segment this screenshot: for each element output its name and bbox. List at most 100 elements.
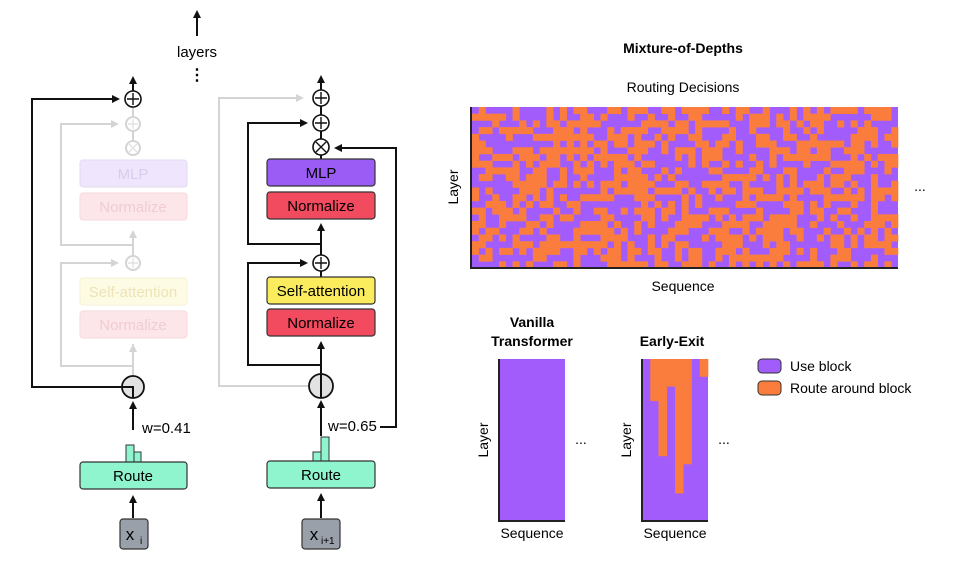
heatmap-cell-route <box>607 107 615 115</box>
heatmap-cell-route <box>607 261 615 269</box>
heatmap-cell-route <box>803 140 811 148</box>
heatmap-cell-route <box>891 234 899 242</box>
heatmap-cell-route <box>796 140 804 148</box>
heatmap-cell-route <box>722 221 730 229</box>
faded-self-attention-box <box>79 277 188 306</box>
heatmap-cell-route <box>688 153 696 161</box>
heatmap-cell-route <box>742 180 750 188</box>
heatmap-cell-route <box>810 221 818 229</box>
heatmap-cell-route <box>816 147 824 155</box>
heatmap-cell-route <box>546 160 554 168</box>
heatmap-cell-route <box>478 254 486 262</box>
heatmap-cell-route <box>803 107 811 115</box>
heatmap-cell-route <box>769 234 777 242</box>
heatmap-cell-route <box>756 254 764 262</box>
heatmap-cell-route <box>715 140 723 148</box>
heatmap-cell-route <box>891 160 899 168</box>
heatmap-cell-route <box>837 207 845 215</box>
heatmap-cell-route <box>485 227 493 235</box>
heatmap-cell-route <box>870 234 879 242</box>
heatmap-cell-route <box>870 254 879 262</box>
heatmap-cell-route <box>783 133 791 141</box>
heatmap-cell-route <box>688 254 696 262</box>
heatmap-cell-route <box>769 160 777 168</box>
heatmap-cell-route <box>546 107 554 115</box>
heatmap-cell-route <box>580 113 588 121</box>
heatmap-cell-route <box>566 133 574 141</box>
heatmap-cell-route <box>478 241 486 249</box>
heatmap-cell-route <box>823 194 831 202</box>
heatmap-cell-route <box>472 160 480 168</box>
heatmap-cell-route <box>620 261 628 269</box>
heatmap-cell-route <box>843 174 851 182</box>
heatmap-cell-route <box>593 140 601 148</box>
heatmap-cell-route <box>586 160 595 168</box>
router-histogram-bar <box>320 436 330 463</box>
heatmap-cell-route <box>593 194 601 202</box>
heatmap-cell-route <box>715 227 723 235</box>
heatmap-cell-route <box>607 227 615 235</box>
heatmap-cell-route <box>850 133 858 141</box>
heatmap-cell-route <box>776 180 784 188</box>
heatmap-cell-route <box>695 254 703 262</box>
heatmap-cell-route <box>749 120 757 128</box>
heatmap-cell-route <box>877 194 885 202</box>
heatmap-cell-route <box>850 194 858 202</box>
heatmap-cell-route <box>559 214 567 222</box>
heatmap-cell-route <box>722 107 730 115</box>
heatmap-cell-route <box>735 234 743 242</box>
heatmap-cell-route <box>505 167 513 175</box>
heatmap-cell-route <box>688 133 696 141</box>
heatmap-cell-route <box>695 221 703 229</box>
heatmap-cell-route <box>519 227 527 235</box>
heatmap-cell-route <box>776 120 784 128</box>
heatmap-cell-route <box>749 153 757 161</box>
heatmap-cell-route <box>600 221 608 229</box>
heatmap-cell-route <box>532 120 540 128</box>
heatmap-cell-route <box>810 140 818 148</box>
heatmap-cell-route <box>600 113 608 121</box>
heatmap-cell-route <box>539 180 547 188</box>
heatmap-cell-route <box>634 127 642 135</box>
heatmap-cell-route <box>762 254 770 262</box>
heatmap-cell-route <box>553 127 561 135</box>
heatmap-cell-route <box>614 133 622 141</box>
heatmap-cell-route <box>857 140 865 148</box>
token-box <box>119 518 149 550</box>
heatmap-cell-route <box>532 194 540 202</box>
heatmap-cell-route <box>472 247 480 255</box>
heatmap-cell-route <box>634 140 642 148</box>
heatmap-cell-route <box>735 113 743 121</box>
heatmap-cell-route <box>654 200 662 208</box>
heatmap-cell-route <box>803 153 811 161</box>
heatmap-cell-route <box>769 261 777 269</box>
heatmap-cell-route <box>647 247 655 255</box>
heatmap-cell-route <box>539 227 547 235</box>
heatmap-cell-route <box>681 227 689 235</box>
heatmap-cell-route <box>573 254 581 262</box>
heatmap-cell-route <box>722 207 730 215</box>
heatmap-cell-route <box>884 234 892 242</box>
heatmap-cell-route <box>654 254 662 262</box>
heatmap-cell-route <box>566 127 574 135</box>
heatmap-cell-route <box>823 167 831 175</box>
heatmap-cell-route <box>783 221 791 229</box>
heatmap-cell-route <box>870 113 879 121</box>
heatmap-cell-route <box>627 261 635 269</box>
heatmap-cell-route <box>701 120 709 128</box>
heatmap-cell-route <box>472 221 480 229</box>
heatmap-cell-route <box>600 160 608 168</box>
heatmap-cell-route <box>492 113 500 121</box>
heatmap-cell-route <box>769 147 777 155</box>
heatmap-cell-route <box>472 194 480 202</box>
heatmap-cell-route <box>701 153 709 161</box>
heatmap-cell-route <box>749 234 757 242</box>
heatmap-cell-route <box>580 147 588 155</box>
heatmap-cell-route <box>688 187 696 195</box>
heatmap-cell-route <box>837 120 845 128</box>
heatmap-cell-route <box>722 187 730 195</box>
heatmap-cell-route <box>485 200 493 208</box>
heatmap-cell-route <box>681 194 689 202</box>
heatmap-cell-route <box>607 180 615 188</box>
heatmap-cell-route <box>620 140 628 148</box>
